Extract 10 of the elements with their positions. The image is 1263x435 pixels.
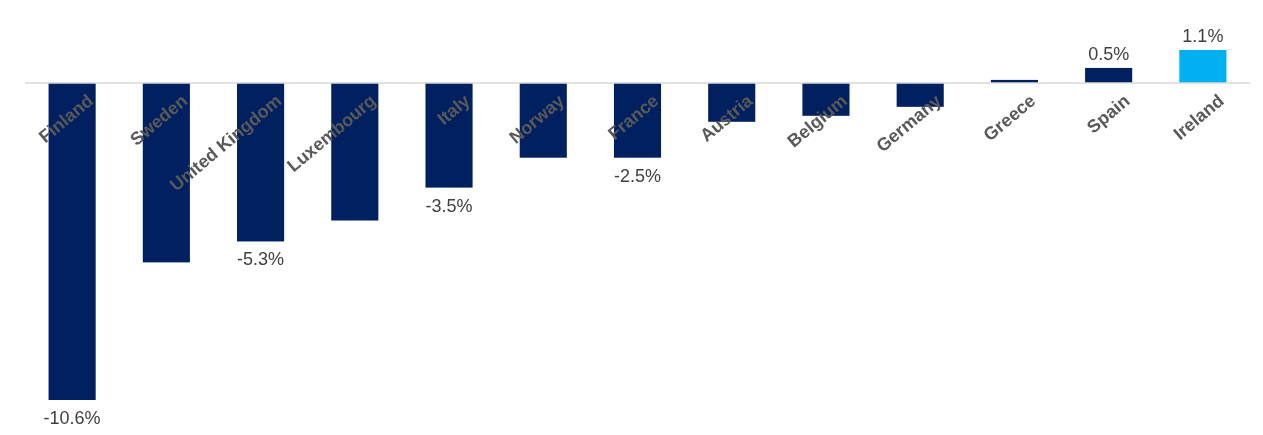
data-label: -5.3% xyxy=(237,249,285,270)
bar xyxy=(425,82,473,188)
x-tick-label: Italy xyxy=(433,90,474,129)
data-label: -2.5% xyxy=(613,165,662,186)
data-label: -3.5% xyxy=(425,195,473,216)
data-label: 1.1% xyxy=(1182,26,1224,46)
data-label: 0.5% xyxy=(1088,43,1130,64)
bar xyxy=(1085,67,1133,83)
data-label: -10.6% xyxy=(43,408,101,428)
bar xyxy=(1179,50,1227,83)
